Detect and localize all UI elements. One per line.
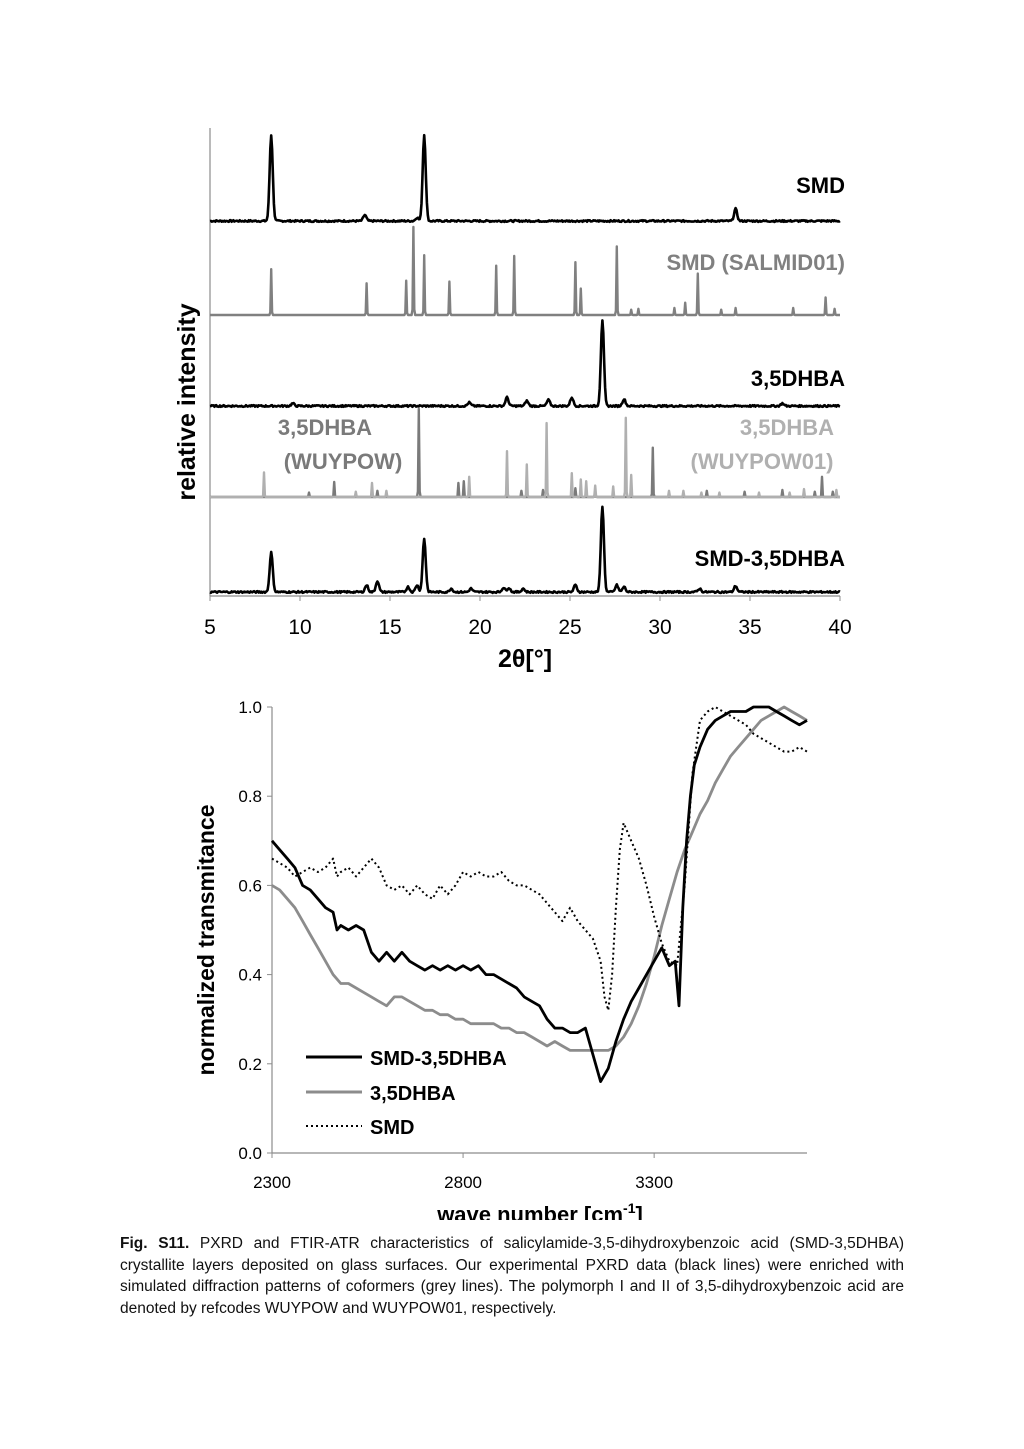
legend-label-35dhba: 3,5DHBA — [370, 1083, 456, 1105]
legend-label-smd: SMD — [370, 1117, 414, 1139]
pxrd-x-tick-label-10: 10 — [288, 616, 311, 639]
ftir-x-axis-label: wave number [cm-1] — [436, 1200, 643, 1220]
figure-caption: Fig. S11. PXRD and FTIR-ATR characterist… — [120, 1233, 904, 1319]
ftir-y-tick-label-0.6: 0.6 — [238, 876, 262, 895]
ftir-trace-smd-3-5dhba — [270, 705, 808, 1083]
pxrd-x-axis-label-unit: [°] — [525, 645, 552, 673]
pxrd-chart: 5 10 15 20 25 30 35 40 relative intensity 2θ[°]… — [173, 128, 852, 673]
pxrd-trace-smd — [209, 133, 841, 224]
pxrd-label-smd-35dhba: SMD-3,5DHBA — [695, 546, 845, 571]
pxrd-y-axis-label: relative intensity — [173, 303, 201, 500]
pxrd-label-wuypow01-line2: (WUYPOW01) — [691, 449, 834, 474]
pxrd-label-wuypow-line1: 3,5DHBA — [278, 415, 372, 440]
ftir-series-group — [270, 705, 808, 1083]
pxrd-label-smd: SMD — [796, 173, 845, 198]
ftir-x-tick-label-3300: 3300 — [635, 1173, 673, 1192]
ftir-x-axis-label-sup: -1 — [623, 1200, 636, 1216]
pxrd-label-wuypow01-line1: 3,5DHBA — [740, 415, 834, 440]
ftir-x-axis-label-prefix: wave number [cm — [436, 1202, 623, 1220]
pxrd-label-35dhba: 3,5DHBA — [751, 366, 845, 391]
ftir-y-tick-label-0.2: 0.2 — [238, 1055, 262, 1074]
ftir-y-tick-label-0.8: 0.8 — [238, 787, 262, 806]
pxrd-label-wuypow: 3,5DHBA (WUYPOW) — [278, 415, 402, 474]
ftir-x-tick-label-2800: 2800 — [444, 1173, 482, 1192]
pxrd-x-axis-label: 2θ[°] — [498, 645, 552, 673]
ftir-y-axis-label: normalized transmitance — [193, 805, 219, 1076]
pxrd-x-axis-label-prefix: 2θ — [498, 645, 525, 673]
pxrd-x-tick-label-40: 40 — [828, 616, 851, 639]
pxrd-x-tick-label-5: 5 — [204, 616, 216, 639]
ftir-y-tick-label-0.0: 0.0 — [238, 1144, 262, 1163]
caption-label: Fig. S11. — [120, 1235, 190, 1252]
pxrd-trace-smd-3-5dhba — [209, 505, 841, 595]
pxrd-label-wuypow-line2: (WUYPOW) — [284, 449, 403, 474]
pxrd-trace-3-5dhba — [209, 319, 841, 409]
pxrd-x-tick-label-25: 25 — [558, 616, 581, 639]
ftir-legend: SMD-3,5DHBA 3,5DHBA SMD — [306, 1048, 507, 1139]
pxrd-trace-3-5dhba-wuypow01- — [209, 416, 841, 499]
pxrd-series-group — [209, 133, 841, 595]
pxrd-x-tick-label-30: 30 — [648, 616, 671, 639]
pxrd-x-ticks: 5 10 15 20 25 30 35 40 — [204, 596, 852, 639]
pxrd-label-wuypow01: 3,5DHBA (WUYPOW01) — [691, 415, 835, 474]
pxrd-trace-smd-salmid01- — [209, 225, 841, 317]
pxrd-x-tick-label-35: 35 — [738, 616, 761, 639]
ftir-y-tick-label-1.0: 1.0 — [238, 698, 262, 717]
pxrd-x-tick-label-15: 15 — [378, 616, 401, 639]
caption-text: PXRD and FTIR-ATR characteristics of sal… — [120, 1235, 904, 1317]
figure: 5 10 15 20 25 30 35 40 relative intensity 2θ[°]… — [173, 128, 852, 1220]
ftir-y-tick-label-0.4: 0.4 — [238, 966, 262, 985]
ftir-trace-3-5dhba — [271, 705, 808, 1052]
ftir-x-axis-label-suffix: ] — [635, 1202, 642, 1220]
ftir-trace-smd — [271, 706, 808, 1012]
ftir-x-tick-label-2300: 2300 — [253, 1173, 291, 1192]
pxrd-label-salmid01: SMD (SALMID01) — [667, 250, 845, 275]
ftir-ticks: 0.0 0.2 0.4 0.6 0.8 1.0 2300 2800 3300 — [238, 698, 673, 1192]
legend-label-smd-35dhba: SMD-3,5DHBA — [370, 1048, 507, 1070]
pxrd-x-tick-label-20: 20 — [468, 616, 491, 639]
ftir-chart: 0.0 0.2 0.4 0.6 0.8 1.0 2300 2800 3300 normalize… — [193, 698, 808, 1220]
